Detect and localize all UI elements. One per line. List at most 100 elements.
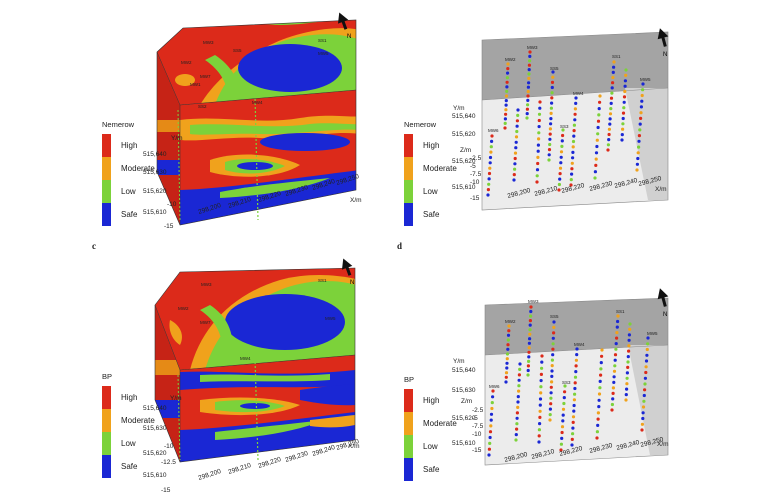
well-sample-point <box>574 101 578 105</box>
well-sample-point <box>561 133 565 138</box>
well-sample-point <box>504 380 508 384</box>
y-tick: 515,620 <box>452 131 476 138</box>
well-label: SS5 <box>233 48 242 53</box>
model-front-face <box>180 355 355 462</box>
well-sample-point <box>487 177 491 181</box>
well-label: SS1 <box>318 278 327 283</box>
well-sample-point <box>621 111 626 115</box>
well-sample-point <box>569 178 573 182</box>
well-sample-point <box>614 347 618 351</box>
well-sample-point <box>529 305 533 309</box>
z-tick: -7.5 <box>472 423 484 430</box>
well-sample-point <box>548 418 552 422</box>
y-tick: 515,640 <box>143 405 167 412</box>
well-label: SS3 <box>560 124 569 129</box>
legend-row-safe: Safe <box>404 458 457 481</box>
well-sample-point <box>529 314 533 318</box>
well-sample-point <box>526 85 531 89</box>
z-tick: -10 <box>164 443 174 450</box>
well-sample-point <box>570 437 574 441</box>
well-sample-point <box>626 355 630 359</box>
axis-z-label: Z/m <box>461 398 472 405</box>
well-sample-point <box>487 171 492 176</box>
panel-c-svg: MW3 MW2 MW7 MW4 MW5 SS1 X/m Y/m 298,200 … <box>143 258 360 494</box>
well-sample-point <box>572 123 577 127</box>
legend-row-low: Low <box>102 432 155 455</box>
legend-row-moderate: Moderate <box>404 412 457 435</box>
well-sample-point <box>536 149 540 153</box>
well-sample-point <box>512 178 516 182</box>
legend-c: BP High Moderate Low Safe <box>102 372 155 478</box>
well-sample-point <box>506 67 510 71</box>
well-sample-point <box>517 378 521 382</box>
well-trace <box>254 357 259 461</box>
well-sample-point <box>644 359 649 363</box>
legend-title: BP <box>102 372 113 381</box>
well-sample-point <box>616 314 620 318</box>
well-sample-point <box>628 322 632 326</box>
well-sample-point <box>610 91 614 95</box>
well-sample-point <box>573 381 577 385</box>
panel-letter-d: d <box>397 241 403 251</box>
well-sample-point <box>614 342 618 346</box>
well-label: MW6 <box>488 128 499 133</box>
well-sample-point <box>549 122 553 126</box>
well-sample-point <box>559 150 564 154</box>
well-sample-point <box>504 371 509 375</box>
well-sample-point <box>573 118 577 122</box>
well-label: SS1 <box>318 38 327 43</box>
well-label: MW3 <box>527 45 538 50</box>
well-sample-point <box>560 144 564 148</box>
axis-x-label: X/m <box>350 197 362 204</box>
well-sample-point <box>490 139 494 143</box>
well-sample-point <box>622 100 626 104</box>
well-sample-point <box>563 384 567 388</box>
well-sample-point <box>505 361 509 365</box>
well-sample-point <box>551 336 555 340</box>
north-arrow-icon: N <box>341 258 354 286</box>
well-sample-point <box>528 54 532 59</box>
well-label: MW4 <box>573 91 584 96</box>
well-label: MW4 <box>252 100 263 105</box>
well-point-group <box>486 50 645 197</box>
well-sample-point <box>610 86 614 90</box>
well-sample-point <box>539 391 543 395</box>
well-sample-point <box>505 357 509 361</box>
well-sample-point <box>598 379 602 383</box>
well-sample-point <box>490 401 494 405</box>
panel-c-3d-model: MW3 MW2 MW7 MW4 MW5 SS1 X/m Y/m 298,200 … <box>0 250 385 500</box>
well-label: MW5 <box>325 316 336 321</box>
well-sample-point <box>571 139 576 144</box>
legend-title: Nemerow <box>404 120 437 129</box>
y-tick: 515,630 <box>452 387 476 394</box>
well-sample-point <box>611 391 615 395</box>
well-sample-point <box>549 111 553 115</box>
well-sample-point <box>560 430 564 435</box>
well-sample-point <box>517 389 521 393</box>
z-tick: -10 <box>472 431 482 438</box>
well-sample-point <box>551 75 555 79</box>
well-sample-point <box>574 358 579 362</box>
well-label: MW7 <box>200 320 211 325</box>
well-sample-point <box>538 397 543 401</box>
z-tick: -15 <box>161 487 171 494</box>
well-sample-point <box>550 358 555 362</box>
well-sample-point <box>594 151 599 155</box>
well-sample-point <box>596 132 600 136</box>
well-sample-point <box>547 158 551 162</box>
well-sample-point <box>540 354 544 358</box>
well-sample-point <box>644 370 648 375</box>
panel-letter-c: c <box>92 241 96 251</box>
well-sample-point <box>610 408 614 412</box>
panel-b-well-points: MW3 MW2 SS5 MW4 SS1 MW5 MW6 SS3 X/m Y/m … <box>452 28 669 211</box>
well-sample-point <box>639 116 643 120</box>
well-sample-point <box>573 375 578 379</box>
legend-row-safe: Safe <box>102 455 155 478</box>
well-sample-point <box>487 182 491 186</box>
north-arrow-icon: N <box>657 28 669 58</box>
z-tick: -2.5 <box>470 155 482 162</box>
legend-row-low: Low <box>404 180 457 203</box>
well-sample-point <box>526 364 531 368</box>
legend-a: Nemerow High Moderate Low Safe <box>102 120 155 226</box>
well-label: SS5 <box>550 66 559 71</box>
